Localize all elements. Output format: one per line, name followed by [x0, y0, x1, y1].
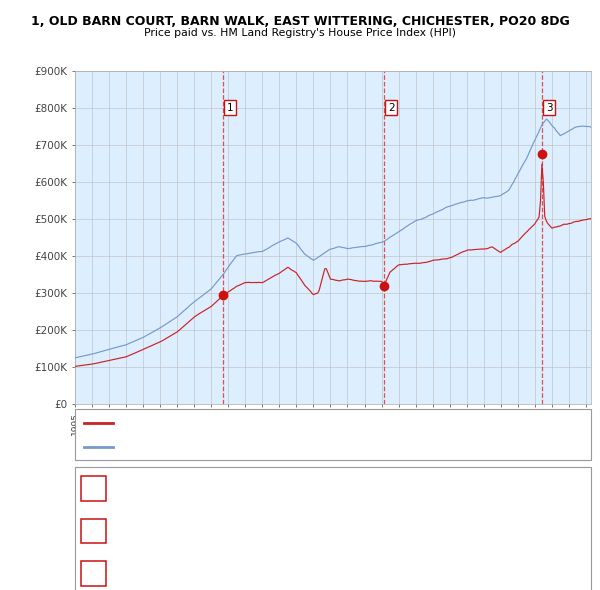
Text: 1% ↑ HPI: 1% ↑ HPI: [399, 569, 448, 578]
Text: 13-JUN-2022: 13-JUN-2022: [120, 569, 186, 578]
Text: 01-MAR-2013: 01-MAR-2013: [120, 526, 190, 536]
Text: 3: 3: [546, 103, 553, 113]
Text: 2: 2: [388, 103, 394, 113]
Text: Price paid vs. HM Land Registry's House Price Index (HPI): Price paid vs. HM Land Registry's House …: [144, 28, 456, 38]
Text: 16% ↓ HPI: 16% ↓ HPI: [399, 484, 454, 493]
Text: £320,000: £320,000: [267, 526, 316, 536]
Text: 1: 1: [90, 482, 97, 495]
Text: 1, OLD BARN COURT, BARN WALK, EAST WITTERING, CHICHESTER, PO20 8DG (detached): 1, OLD BARN COURT, BARN WALK, EAST WITTE…: [119, 419, 493, 428]
Text: 2: 2: [90, 525, 97, 537]
Text: 27% ↓ HPI: 27% ↓ HPI: [399, 526, 454, 536]
Text: £675,000: £675,000: [267, 569, 316, 578]
Text: £295,000: £295,000: [267, 484, 316, 493]
Text: 1: 1: [227, 103, 233, 113]
Text: 15-SEP-2003: 15-SEP-2003: [120, 484, 186, 493]
Text: 3: 3: [90, 567, 97, 580]
Text: HPI: Average price, detached house, Chichester: HPI: Average price, detached house, Chic…: [119, 443, 320, 452]
Text: 1, OLD BARN COURT, BARN WALK, EAST WITTERING, CHICHESTER, PO20 8DG: 1, OLD BARN COURT, BARN WALK, EAST WITTE…: [31, 15, 569, 28]
